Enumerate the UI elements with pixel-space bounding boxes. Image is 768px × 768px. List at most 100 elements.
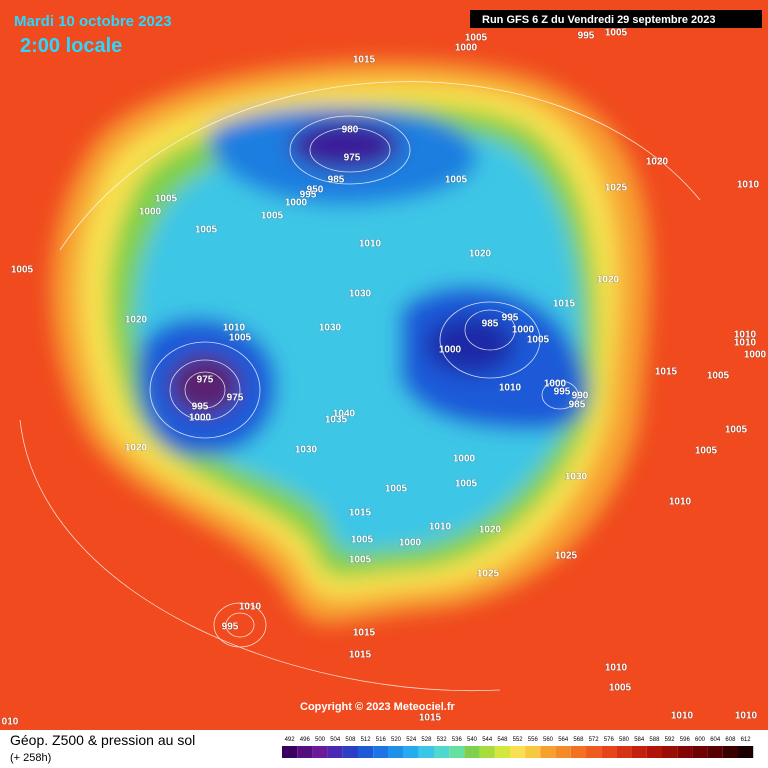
scale-swatch (342, 746, 358, 758)
scale-label: 592 (665, 737, 676, 743)
scale-swatch (692, 746, 708, 758)
scale-swatch (418, 746, 434, 758)
scale-swatch (555, 746, 571, 758)
map-time: 2:00 locale (20, 35, 122, 57)
isobar-label: 975 (227, 393, 244, 404)
scale-label: 508 (345, 737, 356, 743)
isobar-label: 1025 (477, 569, 500, 580)
scale-swatch (403, 746, 419, 758)
isobar-label: 1010 (671, 711, 694, 722)
scale-swatch (738, 746, 754, 758)
isobar-label: 1010 (429, 522, 452, 533)
scale-swatch (601, 746, 617, 758)
isobar-label: 1005 (527, 335, 550, 346)
scale-label: 504 (330, 737, 341, 743)
isobar-label: 1005 (349, 555, 372, 566)
isobar-label: 995 (502, 313, 519, 324)
isobar-label: 1010 (499, 383, 522, 394)
isobar-label: 1005 (261, 211, 284, 222)
scale-swatch (570, 746, 586, 758)
scale-swatch (586, 746, 602, 758)
map-date: Mardi 10 octobre 2023 (14, 13, 172, 30)
isobar-label: 1005 (605, 28, 628, 39)
isobar-label: 1005 (351, 535, 374, 546)
scale-label: 540 (467, 737, 478, 743)
scale-swatch (434, 746, 450, 758)
scale-label: 548 (497, 737, 508, 743)
scale-swatch (464, 746, 480, 758)
isobar-label: 1040 (333, 409, 356, 420)
isobar-label: 975 (344, 153, 361, 164)
scale-label: 572 (589, 737, 600, 743)
scale-swatch (707, 746, 723, 758)
isobar-label: 990 (572, 391, 589, 402)
isobar-label: 1015 (419, 713, 442, 724)
footer-lead: (+ 258h) (10, 752, 51, 764)
isobar-label: 1000 (189, 413, 212, 424)
isobar-label: 1030 (565, 472, 588, 483)
scale-swatch (525, 746, 541, 758)
scale-label: 520 (391, 737, 402, 743)
isobar-label: 1010 (734, 330, 757, 341)
run-label: Run GFS 6 Z du Vendredi 29 septembre 202… (482, 14, 716, 26)
scale-label: 528 (421, 737, 432, 743)
scale-label: 588 (649, 737, 660, 743)
scale-label: 580 (619, 737, 630, 743)
scale-label: 604 (710, 737, 721, 743)
scale-swatch (282, 746, 298, 758)
scale-swatch (479, 746, 495, 758)
scale-swatch (388, 746, 404, 758)
scale-label: 556 (528, 737, 539, 743)
scale-swatch (616, 746, 632, 758)
isobar-label: 1005 (445, 175, 468, 186)
isobar-label: 995 (300, 190, 317, 201)
isobar-label: 1020 (479, 525, 502, 536)
footer-title: Géop. Z500 & pression au sol (10, 732, 195, 748)
isobar-label: 1010 (359, 239, 382, 250)
scale-swatch (722, 746, 738, 758)
isobar-label: 1010 (734, 338, 757, 349)
isobar-label: 1015 (655, 367, 678, 378)
isobar-label: 995 (578, 31, 595, 42)
isobar-label: 1000 (453, 454, 476, 465)
isobar-label: 1010 (737, 180, 760, 191)
isobar-label: 1015 (353, 628, 376, 639)
run-box (470, 10, 762, 28)
isobar-label: 1005 (155, 194, 178, 205)
isobar-label: 1030 (295, 445, 318, 456)
isobar-label: 1015 (349, 650, 372, 661)
isobar-label: 1005 (609, 683, 632, 694)
isobar-label: 1035 (325, 415, 348, 426)
scale-label: 564 (558, 737, 569, 743)
scale-swatch (662, 746, 678, 758)
isobar-label: 1010 (735, 711, 758, 722)
scale-swatch (631, 746, 647, 758)
scale-swatch (358, 746, 374, 758)
isobar-label: 1020 (469, 249, 492, 260)
scale-swatch (494, 746, 510, 758)
isobar-label: 1015 (353, 55, 376, 66)
isobar-label: 1005 (229, 333, 252, 344)
isobar-label: 1005 (465, 33, 488, 44)
scale-label: 552 (513, 737, 524, 743)
isobar-label: 1015 (553, 299, 576, 310)
isobar-label: 980 (342, 125, 359, 136)
isobar-label: 1010 (605, 663, 628, 674)
isobar-label: 1030 (349, 289, 372, 300)
isobar-label: 1005 (11, 265, 34, 276)
isobar-label: 985 (569, 400, 586, 411)
color-scale: 492 496 500 504 508 512 516 520 524 528 532 536 540 5… (282, 737, 754, 758)
isobar-label: 1000 (285, 198, 308, 209)
isobar-label: 1005 (455, 479, 478, 490)
isobar-label: 975 (197, 375, 214, 386)
scale-label: 516 (376, 737, 387, 743)
isobar-label: 985 (482, 319, 499, 330)
scale-swatch (327, 746, 343, 758)
isobar-label: 010 (2, 717, 19, 728)
scale-label: 492 (285, 737, 296, 743)
scale-label: 596 (680, 737, 691, 743)
isobar-label: 1010 (669, 497, 692, 508)
isobar-label: 1005 (695, 446, 718, 457)
field (0, 0, 768, 730)
isobar-label: 1015 (349, 508, 372, 519)
